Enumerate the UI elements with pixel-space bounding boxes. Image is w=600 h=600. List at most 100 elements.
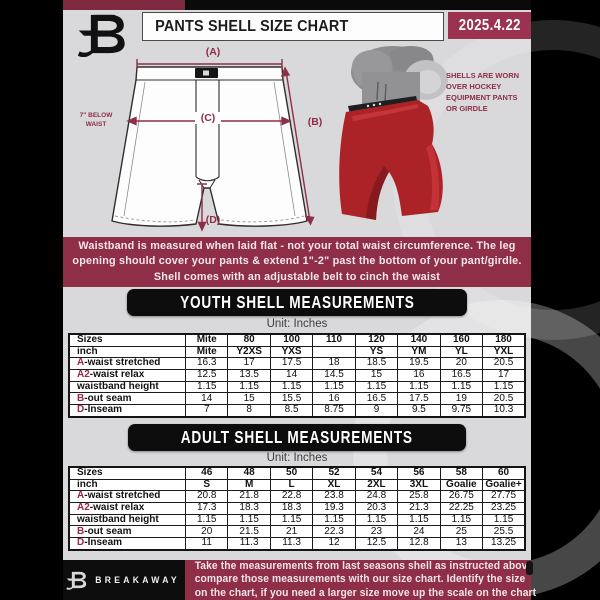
table-cell: 20 [184,525,229,539]
table-cell: 48 [227,466,271,480]
table-cell: L [269,478,314,492]
row-label: waistband height [68,380,186,394]
table-cell: 140 [397,333,441,347]
adult-table: Sizes 46 48 50 52 54 56 58 60 inch S M L XL 2XL 3XL Goal… [68,466,526,551]
table-cell: 1.15 [184,380,229,394]
row-label-prefix: A [77,357,85,369]
table-cell: YXS [269,345,314,359]
table-cell: 22.8 [269,490,314,504]
table-cell: 12 [312,537,356,551]
row-label: Sizes [68,466,186,480]
table-cell: 21 [269,525,314,539]
table-cell: 14 [184,392,229,406]
table-cell: 17.3 [184,502,229,515]
table-cell: 56 [397,466,441,480]
table-cell: 58 [439,466,484,480]
table-cell: 1.15 [184,513,229,527]
table-cell: 13.5 [227,369,271,382]
breakaway-logo-small-icon [66,571,87,590]
table-cell: 3XL [397,478,441,492]
measurements-table: Sizes 46 48 50 52 54 56 58 60 inch S M L XL 2XL 3XL Goal… [68,466,526,551]
row-label-prefix: B [77,392,85,404]
table-row: A-waist stretched 20.8 21.8 22.8 23.8 24.8 25.… [68,490,526,504]
text-line: WAIST [85,121,107,128]
table-cell: 7 [184,404,229,418]
row-label-prefix: A [77,490,85,502]
table-cell: 25 [439,525,484,539]
row-label: waistband height [68,513,186,527]
table-cell: 16.5 [354,392,399,406]
table-cell: 17 [482,369,526,382]
table-cell: 21.8 [227,490,271,504]
table-row: Sizes 46 48 50 52 54 56 58 60 [68,466,526,480]
table-cell: Mite [184,345,229,359]
table-cell: 46 [184,466,229,480]
table-cell: 1.15 [482,513,526,527]
table-cell: 12.5 [184,369,229,382]
table-row: A2-waist relax 17.3 18.3 18.3 19.3 20.3 21.3 22… [68,502,526,515]
text-line: Take the measurements from last seasons … [194,560,534,573]
table-cell: 15.5 [269,392,314,406]
table-cell: 52 [312,466,356,480]
adult-heading-pill: ADULT SHELL MEASUREMENTS [128,424,466,451]
table-cell: 110 [312,333,356,347]
row-label: A2-waist relax [68,369,186,382]
table-cell: 13 [439,537,484,551]
table-cell: 24 [397,525,441,539]
shorts-diagram [111,59,315,232]
table-cell: 160 [439,333,484,347]
row-label: B-out seam [68,392,186,406]
table-cell: 19.3 [312,502,356,515]
adult-unit-label: Unit: Inches [266,452,328,464]
table-cell: 20 [439,357,484,371]
table-cell: Mite [184,333,229,347]
table-cell: 11.3 [227,537,271,551]
table-cell: 13.25 [482,537,526,551]
adult-heading: ADULT SHELL MEASUREMENTS [180,427,414,447]
table-row: B-out seam 14 15 15.5 16 16.5 17.5 19 20.5 [68,392,526,406]
youth-table: Sizes Mite 80 100 110 120 140 160 180 inch Mite Y2X… [68,333,526,418]
table-cell: 50 [269,466,314,480]
table-cell: 24.8 [354,490,399,504]
table-cell: 16.5 [439,369,484,382]
row-label: inch [68,345,186,359]
title-box: PANTS SHELL SIZE CHART [142,12,444,41]
table-cell: 54 [354,466,399,480]
table-cell [312,345,356,359]
table-cell: 16 [312,392,356,406]
table-cell: 120 [354,333,399,347]
table-cell: 1.15 [397,380,441,394]
breakaway-logo-icon [77,14,125,57]
table-cell: 1.15 [397,513,441,527]
table-cell: 17.5 [269,357,314,371]
text-line: Waistband is measured when laid flat - n… [78,240,516,253]
table-cell: 2XL [354,478,399,492]
table-cell: XL [312,478,356,492]
table-cell: Goalie [439,478,484,492]
table-cell: 9 [354,404,399,418]
table-cell: 27.75 [482,490,526,504]
table-cell: 22.3 [312,525,356,539]
text-line: on the chart, if you need a larger size … [194,586,537,599]
table-cell: 18.3 [269,502,314,515]
table-cell: 15 [227,392,271,406]
table-cell: 25.5 [482,525,526,539]
table-row: inch S M L XL 2XL 3XL Goalie Goalie+ [68,478,526,492]
table-cell: 1.15 [354,380,399,394]
table-cell: 20.8 [184,490,229,504]
youth-unit-label: Unit: Inches [266,318,328,330]
table-cell: Goalie+ [482,478,526,492]
page-title: PANTS SHELL SIZE CHART [155,17,349,35]
text-line: SHELLS ARE WORN [446,71,520,80]
table-cell: 60 [482,466,526,480]
table-cell: 20.3 [354,502,399,515]
table-cell: 18 [312,357,356,371]
table-cell: YXL [482,345,526,359]
table-cell: 21.5 [227,525,271,539]
table-cell: 20.5 [482,392,526,406]
table-cell: 1.15 [312,380,356,394]
youth-heading-wrap: YOUTH SHELL MEASUREMENTS [63,289,531,316]
row-label-prefix: D [77,537,85,549]
row-label-prefix: A2 [77,369,90,381]
